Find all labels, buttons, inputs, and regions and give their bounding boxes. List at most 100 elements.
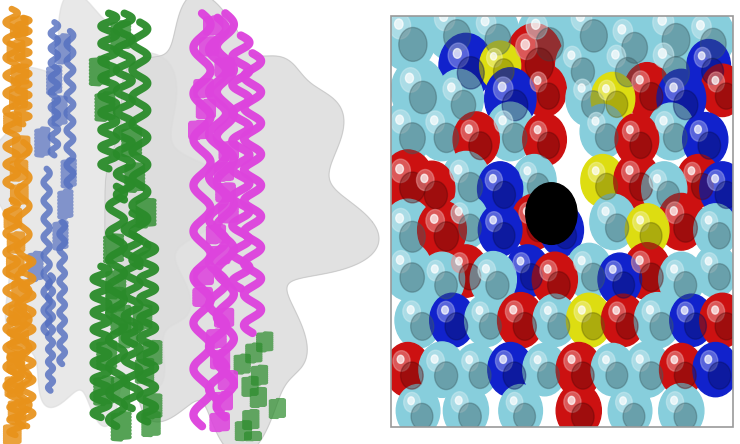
Circle shape (653, 10, 674, 35)
Circle shape (435, 272, 457, 299)
Circle shape (393, 351, 410, 371)
Circle shape (502, 123, 527, 152)
Circle shape (684, 163, 701, 182)
Circle shape (386, 342, 431, 397)
Circle shape (442, 151, 491, 210)
Circle shape (712, 76, 719, 84)
Circle shape (636, 75, 643, 84)
Circle shape (556, 38, 602, 93)
Circle shape (622, 32, 648, 63)
Circle shape (676, 155, 720, 207)
Circle shape (712, 306, 719, 314)
Circle shape (716, 83, 737, 109)
Circle shape (622, 161, 639, 182)
Circle shape (682, 306, 688, 314)
Circle shape (674, 272, 696, 299)
Circle shape (571, 403, 594, 430)
Circle shape (578, 256, 585, 265)
Circle shape (480, 313, 501, 339)
Circle shape (566, 243, 612, 299)
Circle shape (707, 301, 724, 322)
Circle shape (534, 356, 541, 364)
Circle shape (437, 301, 454, 322)
Circle shape (472, 302, 488, 322)
Circle shape (581, 155, 625, 207)
Circle shape (536, 28, 563, 61)
Circle shape (520, 163, 536, 182)
Circle shape (627, 126, 633, 134)
Circle shape (699, 52, 705, 59)
Circle shape (383, 242, 432, 300)
Circle shape (505, 245, 549, 297)
Circle shape (444, 245, 488, 297)
Circle shape (683, 112, 728, 167)
Circle shape (683, 6, 734, 68)
Circle shape (490, 216, 497, 224)
Circle shape (537, 83, 559, 109)
Circle shape (382, 199, 434, 261)
Circle shape (634, 293, 681, 348)
Circle shape (400, 68, 421, 92)
Circle shape (633, 212, 649, 232)
Circle shape (465, 125, 472, 133)
Circle shape (613, 306, 619, 314)
Circle shape (644, 33, 698, 98)
Circle shape (485, 170, 502, 190)
Circle shape (521, 40, 530, 50)
Circle shape (451, 253, 468, 273)
Circle shape (517, 4, 572, 70)
Circle shape (607, 45, 625, 67)
Circle shape (613, 20, 633, 43)
Circle shape (688, 167, 695, 174)
Circle shape (548, 313, 570, 339)
Circle shape (533, 294, 576, 346)
Circle shape (431, 355, 438, 363)
Circle shape (434, 362, 458, 389)
Circle shape (639, 263, 663, 291)
Circle shape (657, 69, 706, 128)
Circle shape (493, 222, 515, 249)
Circle shape (701, 253, 718, 273)
Circle shape (605, 10, 656, 72)
Circle shape (443, 194, 488, 249)
Circle shape (431, 214, 438, 223)
Circle shape (400, 362, 423, 389)
Circle shape (712, 174, 719, 182)
Circle shape (425, 0, 480, 61)
Circle shape (451, 91, 476, 119)
Circle shape (545, 306, 551, 314)
Circle shape (623, 403, 645, 429)
Circle shape (626, 166, 633, 174)
Circle shape (408, 161, 455, 217)
Circle shape (698, 132, 721, 159)
Circle shape (708, 222, 730, 249)
Circle shape (637, 216, 643, 224)
Circle shape (459, 264, 481, 290)
Circle shape (602, 85, 609, 92)
Circle shape (531, 20, 540, 29)
Circle shape (470, 252, 517, 307)
Circle shape (707, 170, 724, 190)
Circle shape (426, 210, 445, 232)
Circle shape (506, 24, 562, 91)
Circle shape (391, 159, 411, 182)
Circle shape (693, 204, 737, 256)
Circle shape (399, 28, 427, 61)
Circle shape (497, 293, 544, 348)
Circle shape (400, 172, 425, 203)
Circle shape (692, 16, 711, 39)
Circle shape (451, 203, 468, 223)
Circle shape (397, 355, 404, 363)
Circle shape (400, 123, 425, 154)
Circle shape (673, 214, 697, 242)
Circle shape (650, 313, 673, 340)
Circle shape (440, 12, 448, 21)
Circle shape (579, 306, 585, 314)
Circle shape (500, 355, 507, 363)
Circle shape (551, 216, 558, 224)
Circle shape (576, 12, 585, 21)
Circle shape (564, 392, 581, 412)
Circle shape (666, 202, 684, 223)
Circle shape (477, 306, 482, 314)
Circle shape (445, 313, 468, 340)
